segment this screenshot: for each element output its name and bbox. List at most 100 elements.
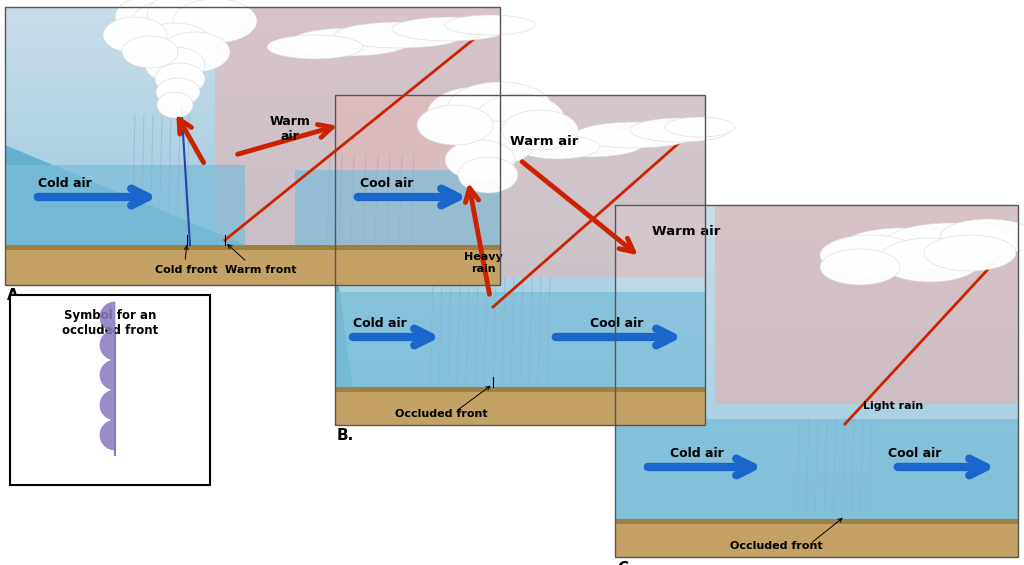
- Bar: [5, 245, 500, 285]
- Bar: [5, 233, 500, 239]
- Text: Warm
air: Warm air: [269, 115, 310, 143]
- Bar: [5, 12, 500, 19]
- Bar: [615, 511, 1018, 519]
- Polygon shape: [335, 257, 352, 387]
- Bar: [615, 346, 1018, 354]
- Bar: [335, 131, 705, 139]
- Bar: [335, 95, 705, 425]
- Bar: [615, 236, 1018, 244]
- Bar: [335, 189, 705, 197]
- Text: Cool air: Cool air: [590, 317, 643, 330]
- Text: B.: B.: [337, 428, 354, 443]
- Bar: [5, 24, 500, 31]
- Wedge shape: [100, 420, 115, 450]
- Bar: [615, 244, 1018, 252]
- Bar: [5, 173, 500, 180]
- Text: A.: A.: [7, 288, 25, 303]
- Bar: [335, 299, 705, 307]
- Bar: [615, 456, 1018, 464]
- Ellipse shape: [449, 82, 552, 132]
- Bar: [615, 314, 1018, 323]
- Bar: [335, 336, 705, 343]
- Bar: [335, 167, 705, 175]
- Bar: [5, 155, 500, 162]
- Bar: [335, 364, 705, 372]
- Bar: [5, 227, 500, 233]
- Text: C.: C.: [617, 561, 634, 565]
- Bar: [335, 204, 705, 212]
- Bar: [335, 328, 705, 336]
- Ellipse shape: [137, 23, 213, 67]
- Text: Cold air: Cold air: [670, 447, 724, 460]
- Bar: [5, 125, 500, 132]
- Wedge shape: [100, 302, 115, 332]
- Ellipse shape: [427, 87, 523, 143]
- Bar: [5, 161, 500, 168]
- Text: Cold air: Cold air: [353, 317, 407, 330]
- Bar: [615, 330, 1018, 338]
- Ellipse shape: [475, 94, 565, 146]
- Bar: [5, 191, 500, 197]
- Bar: [5, 54, 500, 60]
- Polygon shape: [215, 7, 500, 245]
- Wedge shape: [100, 360, 115, 390]
- Bar: [615, 424, 1018, 433]
- Bar: [335, 248, 705, 255]
- Bar: [615, 220, 1018, 229]
- Bar: [5, 7, 500, 285]
- Bar: [615, 354, 1018, 362]
- Bar: [5, 167, 500, 173]
- Bar: [5, 245, 500, 250]
- Bar: [5, 120, 500, 126]
- Bar: [335, 314, 705, 321]
- Bar: [615, 519, 1018, 557]
- Bar: [5, 221, 500, 227]
- Bar: [5, 238, 500, 245]
- Bar: [5, 209, 500, 215]
- Bar: [615, 291, 1018, 299]
- Ellipse shape: [838, 228, 962, 272]
- Bar: [615, 393, 1018, 401]
- Bar: [5, 36, 500, 43]
- Bar: [5, 31, 500, 37]
- Bar: [615, 416, 1018, 425]
- Bar: [335, 175, 705, 182]
- Ellipse shape: [335, 22, 465, 48]
- Bar: [5, 48, 500, 55]
- Bar: [615, 205, 1018, 557]
- Text: Warm air: Warm air: [510, 135, 579, 148]
- Bar: [5, 149, 500, 156]
- Bar: [615, 251, 1018, 260]
- Bar: [615, 212, 1018, 221]
- Text: Occluded front: Occluded front: [395, 409, 487, 419]
- Ellipse shape: [820, 235, 920, 275]
- Bar: [5, 72, 500, 79]
- Bar: [5, 66, 500, 72]
- Bar: [5, 42, 500, 49]
- Text: Light rain: Light rain: [863, 401, 924, 411]
- Bar: [615, 283, 1018, 292]
- Ellipse shape: [455, 121, 535, 165]
- Bar: [615, 362, 1018, 370]
- Bar: [10, 295, 210, 485]
- Bar: [615, 503, 1018, 511]
- Bar: [5, 165, 245, 245]
- Bar: [615, 322, 1018, 331]
- Bar: [5, 197, 500, 203]
- Wedge shape: [100, 330, 115, 360]
- Bar: [5, 137, 500, 144]
- Bar: [615, 401, 1018, 409]
- Bar: [5, 114, 500, 120]
- Ellipse shape: [535, 129, 645, 157]
- Ellipse shape: [156, 78, 200, 106]
- Bar: [615, 205, 1018, 213]
- Ellipse shape: [173, 0, 257, 43]
- Ellipse shape: [122, 36, 178, 68]
- Text: Cold front: Cold front: [155, 265, 217, 275]
- Bar: [335, 138, 705, 146]
- Bar: [335, 102, 705, 110]
- Bar: [615, 471, 1018, 480]
- Bar: [615, 307, 1018, 315]
- Text: Warm front: Warm front: [225, 265, 297, 275]
- Bar: [335, 197, 705, 205]
